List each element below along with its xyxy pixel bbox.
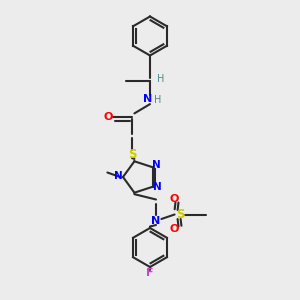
Text: S: S [128,148,136,161]
Text: H: H [154,94,161,105]
Text: N: N [153,182,162,192]
Text: H: H [157,74,164,84]
Text: N: N [143,94,152,104]
Text: N: N [152,215,160,226]
Text: O: O [169,224,179,235]
Text: N: N [114,171,123,182]
Text: O: O [169,194,179,205]
Text: N: N [152,160,161,170]
Text: O: O [103,112,113,122]
Text: S: S [176,208,184,221]
Text: F: F [146,268,154,278]
